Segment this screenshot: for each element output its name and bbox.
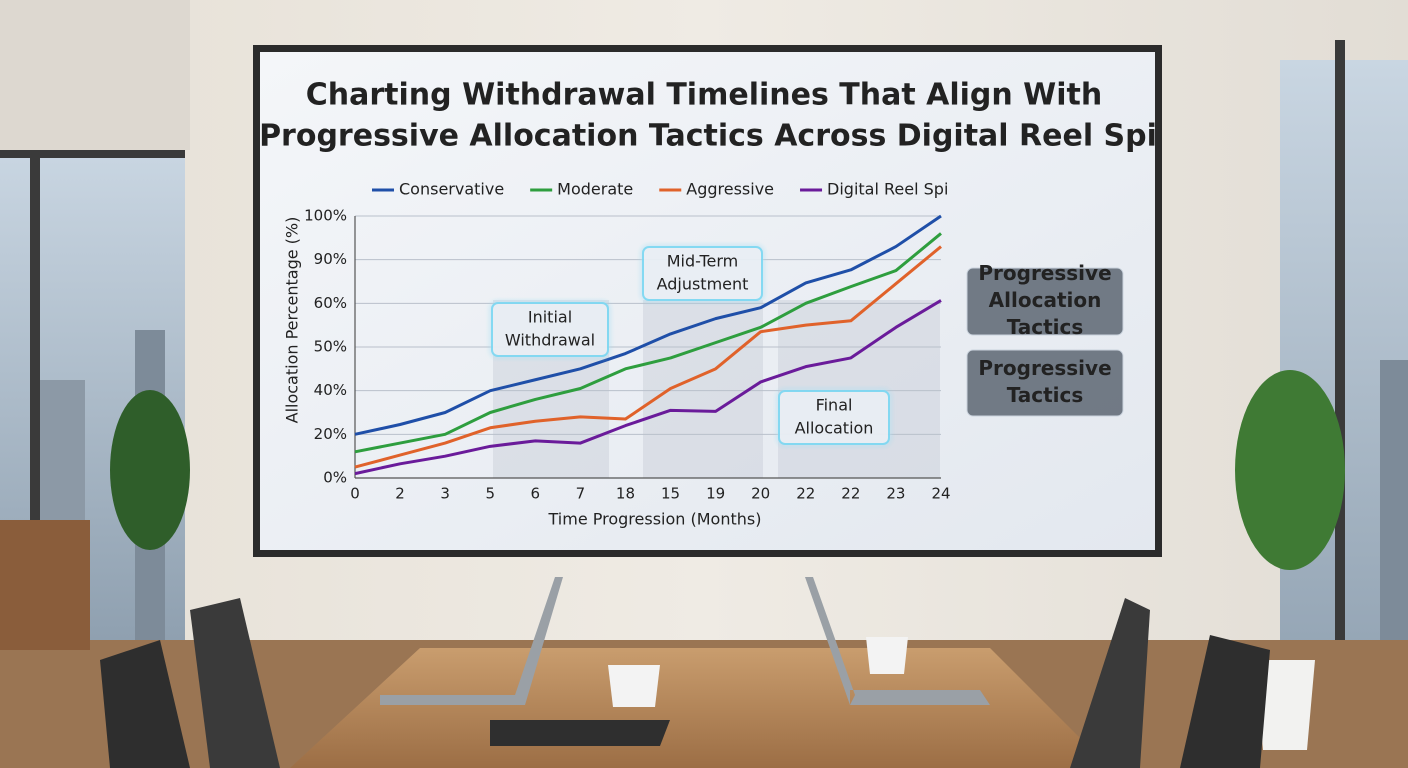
side-card-text: Progressive	[978, 261, 1111, 285]
chart-title: Progressive Allocation Tactics Across Di…	[259, 119, 1157, 154]
series-line	[354, 299, 942, 476]
y-tick-label: 0%	[323, 469, 347, 487]
x-tick-label: 2	[395, 485, 405, 503]
y-tick-label: 100%	[304, 207, 347, 225]
side-card-text: Progressive	[978, 356, 1111, 380]
highlight-region	[778, 300, 940, 478]
plot: 0%20%40%50%60%90%100%0 2 3 5 6 7 18 15 19 20 22 22 2…	[283, 180, 1124, 529]
annotation-text: Adjustment	[657, 275, 749, 294]
y-tick-label: 90%	[314, 250, 347, 268]
x-tick-label: 19	[706, 485, 725, 503]
side-card-text: Tactics	[1007, 383, 1084, 407]
x-tick-label: 18	[616, 485, 635, 503]
y-tick-label: 20%	[314, 425, 347, 443]
annotation-text: Withdrawal	[505, 331, 595, 350]
annotation-text: Final	[816, 396, 853, 415]
x-tick-label: 22	[796, 485, 815, 503]
annotation-box	[778, 390, 890, 445]
x-tick-label: 24	[931, 485, 950, 503]
side-card	[966, 267, 1124, 336]
annotation-text: Allocation	[795, 419, 874, 438]
legend-label: Aggressive	[686, 180, 774, 199]
chart-title: Charting Withdrawal Timelines That Align…	[306, 78, 1103, 113]
side-card-text: Allocation	[989, 288, 1102, 312]
x-tick-label: 20	[751, 485, 770, 503]
x-axis-label: Time Progression (Months)	[548, 510, 762, 529]
x-tick-label: 3	[440, 485, 450, 503]
annotation-text: Initial	[528, 308, 572, 327]
table	[100, 577, 1270, 768]
x-tick-label: 15	[661, 485, 680, 503]
x-tick-label: 6	[531, 485, 541, 503]
side-card	[966, 349, 1124, 417]
legend-label: Digital Reel Spi	[827, 180, 948, 199]
y-tick-label: 50%	[314, 338, 347, 356]
y-tick-label: 40%	[314, 381, 347, 399]
annotation-box	[642, 246, 763, 301]
y-axis-label: Allocation Percentage (%)	[283, 217, 302, 424]
series-line	[354, 245, 942, 469]
series-line	[354, 214, 942, 436]
y-tick-label: 60%	[314, 294, 347, 312]
x-tick-label: 0	[350, 485, 360, 503]
x-tick-label: 7	[576, 485, 586, 503]
legend-label: Conservative	[399, 180, 504, 199]
side-card-text: Tactics	[1007, 315, 1084, 339]
legend-label: Moderate	[557, 180, 633, 199]
x-tick-label: 5	[485, 485, 495, 503]
x-tick-label: 22	[841, 485, 860, 503]
series-line	[354, 232, 942, 454]
annotation-text: Mid-Term	[667, 252, 739, 271]
annotation-box	[491, 302, 609, 357]
x-tick-label: 23	[886, 485, 905, 503]
highlight-region	[643, 300, 763, 478]
